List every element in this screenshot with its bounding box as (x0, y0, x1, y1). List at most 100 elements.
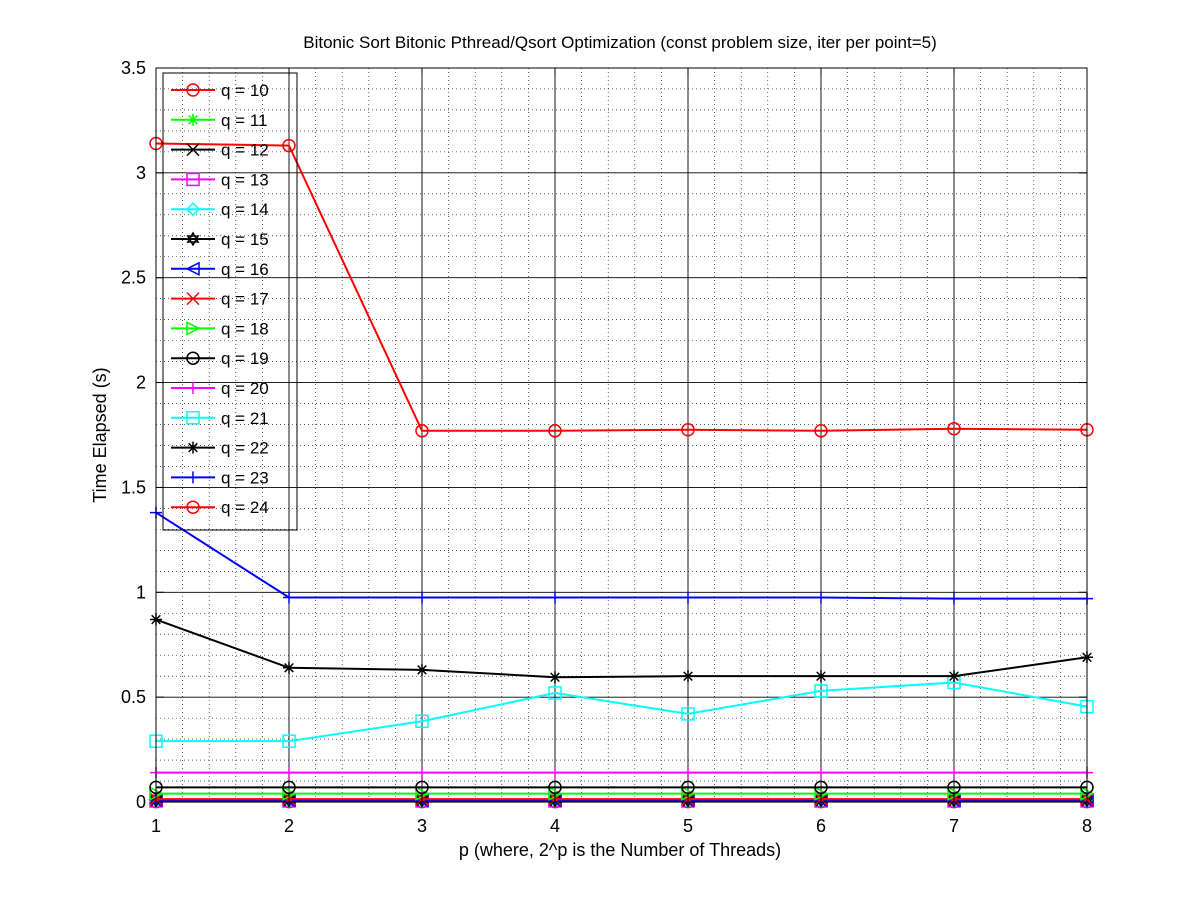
legend-label: q = 20 (221, 379, 269, 398)
legend: q = 10 q = 11 q = 12 q = 13 q = 14 q = 15 q = … (162, 72, 298, 531)
y-tick-label: 2.5 (121, 268, 146, 288)
legend-label: q = 23 (221, 468, 269, 487)
legend-label: q = 22 (221, 439, 269, 458)
major-grid (155, 67, 1088, 803)
data-point (681, 780, 695, 795)
data-point (548, 686, 562, 700)
data-point (549, 591, 561, 604)
data-point (415, 424, 429, 438)
legend-label: q = 11 (221, 111, 267, 130)
legend-entry: q = 21 (171, 409, 269, 428)
x-tick-label: 3 (417, 816, 427, 836)
data-point (186, 351, 200, 365)
data-point (814, 780, 828, 795)
y-tick-label: 1.5 (121, 477, 146, 497)
data-point (682, 591, 694, 604)
legend-entry: q = 12 (171, 141, 269, 160)
legend-label: q = 19 (221, 349, 269, 368)
data-point (681, 423, 695, 437)
data-point (283, 766, 295, 779)
legend-entry: q = 17 (171, 290, 269, 309)
data-point (416, 766, 428, 779)
data-point (415, 714, 429, 729)
y-tick-label: 3 (136, 163, 146, 183)
data-point (283, 591, 295, 604)
data-point (186, 143, 200, 157)
legend-label: q = 14 (221, 200, 269, 219)
data-point (416, 663, 428, 676)
legend-entry: q = 14 (171, 200, 269, 219)
legend-entry: q = 11 (171, 111, 267, 130)
series-line (155, 511, 1087, 600)
data-point (187, 382, 199, 394)
y-tick-label: 1 (136, 582, 146, 602)
legend-entry: q = 15 (171, 230, 269, 249)
data-point (282, 138, 296, 153)
data-point (815, 591, 827, 604)
data-point (187, 113, 199, 126)
chart-title: Bitonic Sort Bitonic Pthread/Qsort Optim… (303, 33, 937, 52)
x-tick-label: 1 (151, 816, 161, 836)
legend-label: q = 16 (221, 260, 269, 279)
data-point (549, 671, 561, 684)
y-tick-label: 2 (136, 373, 146, 393)
data-point (682, 670, 694, 683)
series-q24 (149, 136, 1094, 438)
data-point (187, 471, 199, 484)
data-point (282, 734, 296, 748)
data-point (186, 411, 200, 425)
data-point (282, 780, 296, 795)
x-tick-label: 4 (550, 816, 560, 836)
series-line (155, 618, 1088, 679)
y-axis-label: Time Elapsed (s) (90, 367, 110, 502)
x-tick-label: 6 (816, 816, 826, 836)
x-tick-label: 2 (284, 816, 294, 836)
legend-entry: q = 13 (171, 170, 269, 189)
legend-label: q = 10 (221, 81, 269, 100)
legend-label: q = 17 (221, 290, 269, 309)
data-point (415, 780, 429, 795)
y-tick-label: 0.5 (121, 687, 146, 707)
y-tick-label: 3.5 (121, 58, 146, 78)
plot-area-border (155, 67, 1088, 803)
x-tick-label: 8 (1082, 816, 1092, 836)
series-line (155, 142, 1088, 432)
legend-entry: q = 16 (171, 260, 269, 279)
data-point (186, 321, 201, 336)
data-point (187, 441, 199, 454)
x-tick-label: 7 (949, 816, 959, 836)
series-line (156, 681, 1088, 743)
x-axis-label: p (where, 2^p is the Number of Threads) (459, 840, 781, 860)
legend-label: q = 21 (221, 409, 269, 428)
data-point (814, 684, 828, 698)
legend-label: q = 12 (221, 141, 269, 160)
data-point (814, 424, 828, 438)
data-point (186, 231, 200, 243)
data-point (815, 766, 827, 779)
data-point (186, 235, 200, 247)
data-point (815, 670, 827, 683)
data-point (681, 707, 695, 721)
y-tick-labels: 0 0.5 1 1.5 2 2.5 3 3.5 (121, 58, 146, 812)
data-point (416, 591, 428, 604)
legend-entry: q = 24 (171, 498, 269, 517)
data-point (548, 780, 562, 795)
legend-entry: q = 19 (171, 349, 269, 368)
legend-label: q = 13 (221, 170, 269, 189)
data-point (283, 661, 295, 674)
data-point (186, 172, 200, 187)
data-point (947, 421, 961, 436)
data-point (185, 261, 200, 277)
legend-label: q = 24 (221, 498, 269, 517)
data-point (549, 766, 561, 779)
data-point (947, 780, 961, 795)
data-point (948, 766, 960, 779)
data-point (186, 83, 200, 97)
legend-entry: q = 23 (171, 468, 269, 487)
data-point (185, 202, 201, 217)
legend-entry: q = 22 (171, 439, 269, 458)
data-point (948, 670, 960, 683)
legend-entry: q = 18 (171, 319, 269, 338)
y-tick-label: 0 (136, 792, 146, 812)
